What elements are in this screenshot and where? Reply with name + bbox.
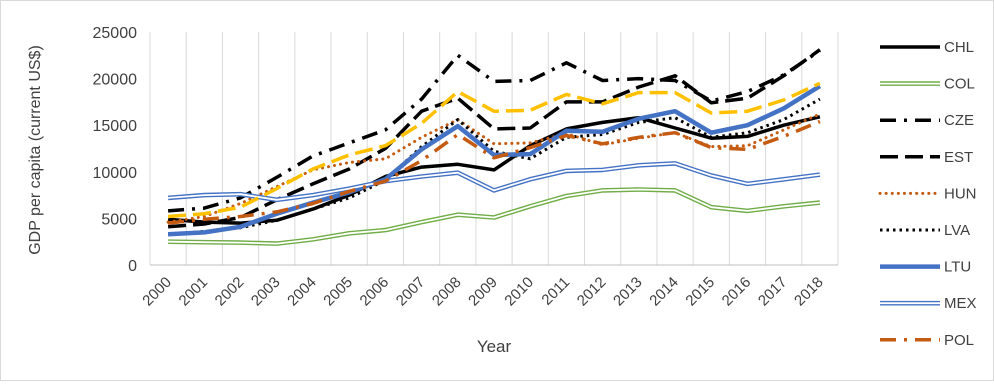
legend-label: LTU [944, 259, 971, 276]
legend-label: COL [944, 76, 975, 93]
legend-label: CZE [944, 112, 974, 129]
y-tick-label: 25000 [93, 25, 138, 42]
y-axis-title: GDP per capita (current US$) [27, 45, 44, 255]
y-tick-label: 5000 [101, 211, 137, 228]
legend-label: POL [944, 332, 974, 349]
y-tick-label: 10000 [93, 165, 138, 182]
legend-label: MEX [944, 295, 977, 312]
y-tick-label: 0 [128, 258, 137, 275]
legend-label: EST [944, 149, 973, 166]
legend-label: HUN [944, 185, 977, 202]
y-tick-label: 15000 [93, 118, 138, 135]
legend-label: LVA [944, 222, 970, 239]
y-tick-label: 20000 [93, 72, 138, 89]
x-axis-title: Year [477, 337, 512, 356]
legend-label: CHL [944, 39, 974, 56]
